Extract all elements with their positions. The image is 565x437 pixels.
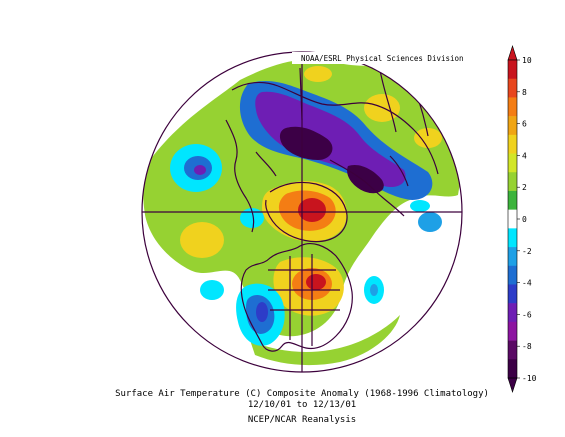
colorbar-swatch <box>508 321 517 341</box>
colorbar-tick-label: -6 <box>522 310 532 319</box>
colorbar-swatch <box>508 153 517 173</box>
caption: Surface Air Temperature (C) Composite An… <box>115 389 489 425</box>
polar-map <box>141 51 463 373</box>
anomaly-region <box>298 198 326 222</box>
anomaly-region <box>410 200 430 212</box>
anomaly-region <box>279 126 333 160</box>
colorbar-tick-label: 6 <box>522 120 527 129</box>
anomaly-region <box>180 222 224 258</box>
colorbar-swatch <box>508 209 517 229</box>
anomaly-region <box>250 315 400 366</box>
colorbar-swatch <box>508 78 517 98</box>
colorbar-tick-label: -4 <box>522 279 532 288</box>
colorbar-swatch <box>508 303 517 323</box>
caption-source: NCEP/NCAR Reanalysis <box>248 415 356 425</box>
colorbar-bottom-arrow <box>507 377 518 393</box>
anomaly-field <box>143 59 462 366</box>
credit-box <box>292 52 462 64</box>
anomaly-region <box>304 66 332 82</box>
colorbar-top-arrow <box>507 45 518 61</box>
colorbar-tick-label: -10 <box>522 374 537 383</box>
colorbar-tick-label: 10 <box>522 56 532 65</box>
colorbar-swatch <box>508 60 517 80</box>
colorbar-swatch <box>508 265 517 285</box>
colorbar-tick-label: -8 <box>522 342 532 351</box>
caption-dates: 12/10/01 to 12/13/01 <box>248 400 356 410</box>
anomaly-region <box>306 274 326 290</box>
anomaly-region <box>194 165 206 175</box>
colorbar-tick-label: 8 <box>522 88 527 97</box>
colorbar-tick-label: 0 <box>522 215 527 224</box>
colorbar-tick-label: 2 <box>522 183 527 192</box>
anomaly-region <box>256 302 268 322</box>
colorbar-swatch <box>508 97 517 117</box>
graticule <box>142 52 462 372</box>
colorbar-swatch <box>508 116 517 136</box>
anomaly-region <box>347 164 384 194</box>
colorbar-swatch <box>508 247 517 267</box>
anomaly-region <box>418 212 442 232</box>
colorbar-swatch <box>508 172 517 192</box>
anomaly-region <box>200 280 224 300</box>
anomaly-region <box>370 284 378 296</box>
anomaly-region <box>414 128 442 148</box>
colorbar-swatch <box>508 359 517 379</box>
colorbar-tick-label: -2 <box>522 247 532 256</box>
caption-title: Surface Air Temperature (C) Composite An… <box>115 389 489 399</box>
colorbar-tick-label: 4 <box>522 151 527 160</box>
colorbar-swatch <box>508 134 517 154</box>
anomaly-region <box>240 208 264 228</box>
colorbar: 10 8 6 4 2 0 -2 -4 -6 -8 -10 <box>507 45 537 393</box>
colorbar-swatch <box>508 284 517 304</box>
credit-text: NOAA/ESRL Physical Sciences Division <box>301 54 464 63</box>
anomaly-region <box>255 91 406 188</box>
colorbar-swatch <box>508 340 517 360</box>
colorbar-swatch <box>508 228 517 248</box>
coastlines <box>225 67 439 352</box>
colorbar-swatch <box>508 190 517 210</box>
